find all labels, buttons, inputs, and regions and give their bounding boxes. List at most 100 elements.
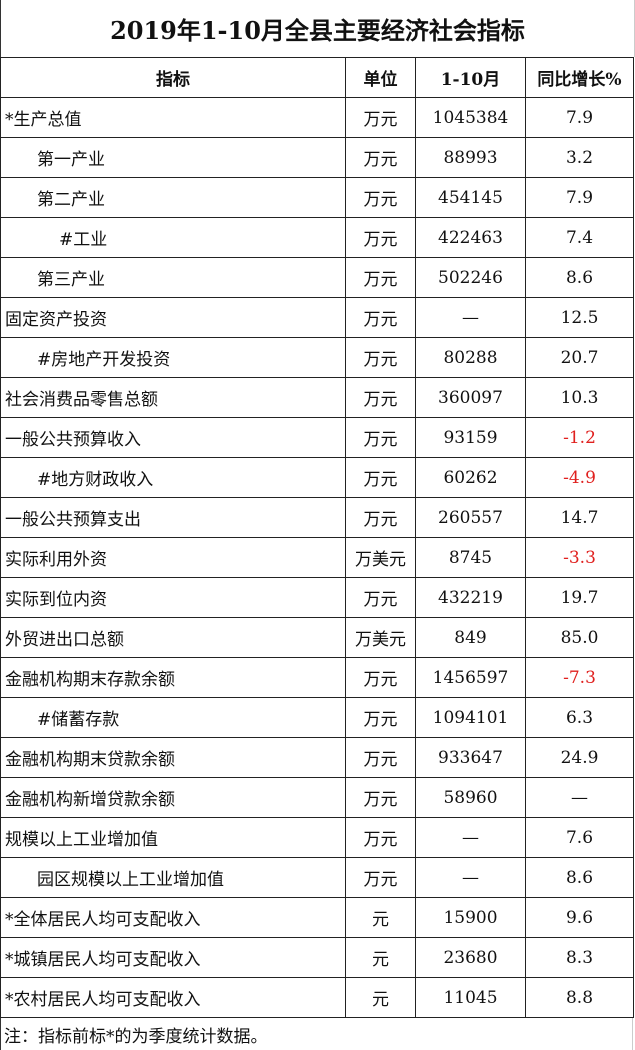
growth-cell: 8.3 (525, 937, 634, 978)
growth-cell: 20.7 (525, 337, 634, 378)
value-cell: — (415, 297, 526, 338)
indicator-cell: #储蓄存款 (0, 697, 346, 738)
table-row: *农村居民人均可支配收入元 11045 8.8 (0, 977, 634, 1018)
value-cell: 1045384 (415, 97, 526, 138)
value-cell: 15900 (415, 897, 526, 938)
indicator-cell: 第二产业 (0, 177, 346, 218)
indicator-cell: *生产总值 (0, 97, 346, 138)
unit-cell: 万元 (345, 417, 416, 458)
value-cell: 502246 (415, 257, 526, 298)
table-row: *城镇居民人均可支配收入元 23680 8.3 (0, 937, 634, 978)
growth-cell: 3.2 (525, 137, 634, 178)
unit-cell: 万元 (345, 297, 416, 338)
unit-cell: 万元 (345, 457, 416, 498)
value-cell: 849 (415, 617, 526, 658)
growth-cell: 12.5 (525, 297, 634, 338)
table-row: 规模以上工业增加值 万元 —7.6 (0, 817, 634, 858)
value-cell: 454145 (415, 177, 526, 218)
unit-cell: 万元 (345, 657, 416, 698)
table-row: 园区规模以上工业增加值 万元 —8.6 (0, 857, 634, 898)
growth-cell: 7.4 (525, 217, 634, 258)
value-cell: 11045 (415, 977, 526, 1018)
growth-cell: -4.9 (525, 457, 634, 498)
value-cell: 80288 (415, 337, 526, 378)
indicator-cell: 园区规模以上工业增加值 (0, 857, 346, 898)
indicator-cell: #房地产开发投资 (0, 337, 346, 378)
unit-cell: 万美元 (345, 537, 416, 578)
unit-cell: 元 (345, 937, 416, 978)
unit-cell: 万元 (345, 777, 416, 818)
table-row: 金融机构新增贷款余额 万元 58960— (0, 777, 634, 818)
unit-cell: 元 (345, 897, 416, 938)
unit-cell: 万元 (345, 377, 416, 418)
value-cell: 933647 (415, 737, 526, 778)
header-indicator: 指标 (0, 57, 346, 98)
value-cell: 60262 (415, 457, 526, 498)
indicator-cell: 金融机构期末贷款余额 (0, 737, 346, 778)
table-row: 第一产业 万元 88993 3.2 (0, 137, 634, 178)
growth-cell: 10.3 (525, 377, 634, 418)
unit-cell: 万元 (345, 337, 416, 378)
table-row: 社会消费品零售总额 万元 360097 10.3 (0, 377, 634, 418)
growth-cell: 8.6 (525, 857, 634, 898)
unit-cell: 万元 (345, 177, 416, 218)
value-cell: — (415, 817, 526, 858)
growth-cell: 9.6 (525, 897, 634, 938)
indicator-cell: 一般公共预算收入 (0, 417, 346, 458)
indicator-cell: 第一产业 (0, 137, 346, 178)
table-row: 外贸进出口总额 万美元 849 85.0 (0, 617, 634, 658)
growth-cell: 19.7 (525, 577, 634, 618)
unit-cell: 万元 (345, 97, 416, 138)
growth-cell: -1.2 (525, 417, 634, 458)
indicator-cell: 外贸进出口总额 (0, 617, 346, 658)
indicator-cell: 实际到位内资 (0, 577, 346, 618)
table-row: #工业 万元 422463 7.4 (0, 217, 634, 258)
value-cell: 88993 (415, 137, 526, 178)
indicator-cell: 第三产业 (0, 257, 346, 298)
indicator-cell: 一般公共预算支出 (0, 497, 346, 538)
value-cell: — (415, 857, 526, 898)
growth-cell: — (525, 777, 634, 818)
growth-cell: 7.9 (525, 177, 634, 218)
indicator-cell: *城镇居民人均可支配收入 (0, 937, 346, 978)
table-row: 实际到位内资 万元 432219 19.7 (0, 577, 634, 618)
value-cell: 8745 (415, 537, 526, 578)
indicator-cell: 金融机构期末存款余额 (0, 657, 346, 698)
unit-cell: 万元 (345, 857, 416, 898)
table-row: 第二产业 万元 454145 7.9 (0, 177, 634, 218)
table-row: #储蓄存款 万元 1094101 6.3 (0, 697, 634, 738)
indicators-table: 指标 单位 1-10月 同比增长% *生产总值 万元 1045384 7.9 第一产业万… (0, 57, 634, 1018)
indicator-cell: 规模以上工业增加值 (0, 817, 346, 858)
growth-cell: 8.6 (525, 257, 634, 298)
value-cell: 260557 (415, 497, 526, 538)
table-row: #地方财政收入 万元 60262 -4.9 (0, 457, 634, 498)
header-unit: 单位 (345, 57, 416, 98)
table-title: 2019年1-10月全县主要经济社会指标 (0, 0, 635, 57)
table-row: 第三产业 万元 502246 8.6 (0, 257, 634, 298)
growth-cell: 7.9 (525, 97, 634, 138)
indicator-cell: *农村居民人均可支配收入 (0, 977, 346, 1018)
indicator-cell: *全体居民人均可支配收入 (0, 897, 346, 938)
header-period: 1-10月 (415, 57, 526, 98)
growth-cell: -3.3 (525, 537, 634, 578)
table-row: *生产总值 万元 1045384 7.9 (0, 97, 634, 138)
footnote: 注：指标前标*的为季度统计数据。 (0, 1018, 633, 1050)
unit-cell: 万元 (345, 737, 416, 778)
unit-cell: 万元 (345, 137, 416, 178)
value-cell: 422463 (415, 217, 526, 258)
value-cell: 58960 (415, 777, 526, 818)
growth-cell: 14.7 (525, 497, 634, 538)
unit-cell: 万元 (345, 577, 416, 618)
table-row: 固定资产投资 万元 —12.5 (0, 297, 634, 338)
indicator-cell: 金融机构新增贷款余额 (0, 777, 346, 818)
table-row: 一般公共预算收入 万元 93159 -1.2 (0, 417, 634, 458)
header-growth: 同比增长% (525, 57, 634, 98)
growth-cell: 8.8 (525, 977, 634, 1018)
value-cell: 1094101 (415, 697, 526, 738)
value-cell: 1456597 (415, 657, 526, 698)
table-row: #房地产开发投资 万元 80288 20.7 (0, 337, 634, 378)
unit-cell: 元 (345, 977, 416, 1018)
unit-cell: 万元 (345, 497, 416, 538)
unit-cell: 万元 (345, 817, 416, 858)
growth-cell: 24.9 (525, 737, 634, 778)
